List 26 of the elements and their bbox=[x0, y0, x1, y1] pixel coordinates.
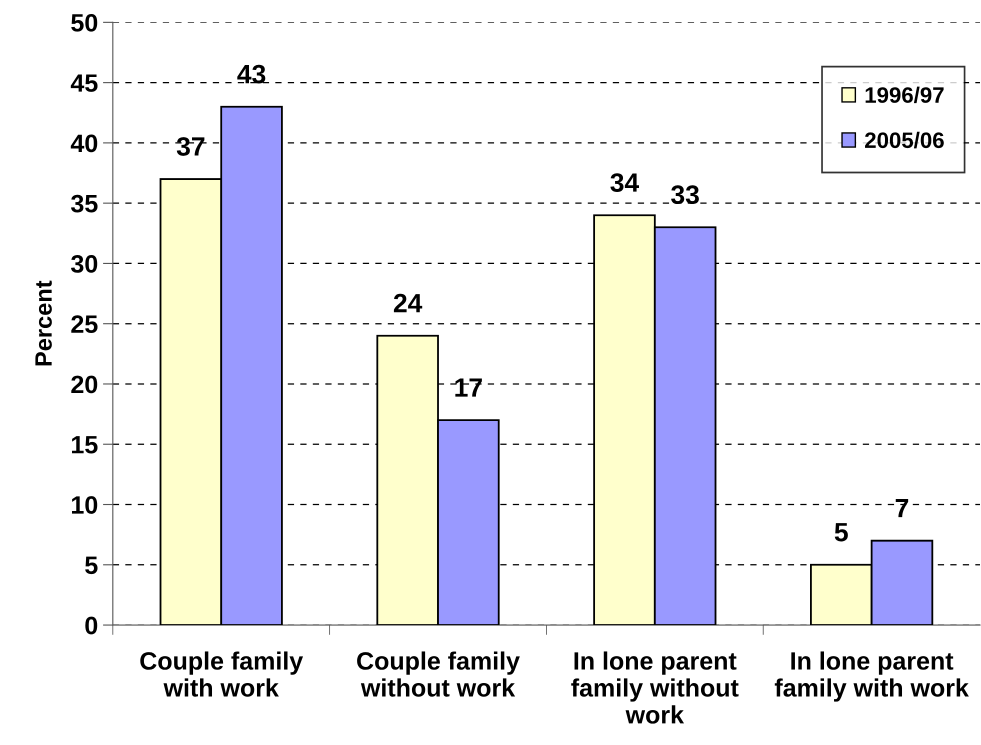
y-tick-label: 50 bbox=[71, 14, 98, 32]
x-tick-label: Couple family without work bbox=[357, 651, 520, 697]
y-tick-label: 25 bbox=[71, 315, 98, 334]
data-label: 43 bbox=[237, 64, 266, 84]
y-tick-label: 0 bbox=[85, 616, 98, 634]
y-axis-title: Percent bbox=[35, 280, 52, 366]
y-tick-label: 35 bbox=[71, 194, 98, 212]
legend-label: 2005/06 bbox=[865, 132, 944, 148]
y-tick-label: 45 bbox=[70, 74, 98, 92]
data-label: 37 bbox=[176, 137, 204, 156]
x-tick-label: Couple family with work bbox=[140, 651, 304, 697]
data-label: 33 bbox=[671, 185, 699, 204]
x-tick-label: In lone parent family without work bbox=[571, 651, 739, 724]
y-tick-label: 40 bbox=[70, 134, 98, 152]
data-label: 24 bbox=[394, 294, 422, 312]
y-tick-label: 10 bbox=[72, 496, 98, 514]
x-tick-label: In lone parent family with work bbox=[774, 651, 969, 702]
data-label: 34 bbox=[610, 173, 639, 192]
legend-label: 1996/97 bbox=[866, 86, 944, 104]
data-label: 5 bbox=[834, 523, 848, 542]
y-tick-label: 30 bbox=[71, 255, 98, 273]
y-tick-label: 15 bbox=[72, 436, 98, 454]
y-tick-label: 20 bbox=[71, 376, 98, 394]
y-tick-label: 5 bbox=[85, 556, 98, 574]
data-label: 7 bbox=[896, 498, 908, 518]
data-label: 17 bbox=[455, 378, 482, 397]
